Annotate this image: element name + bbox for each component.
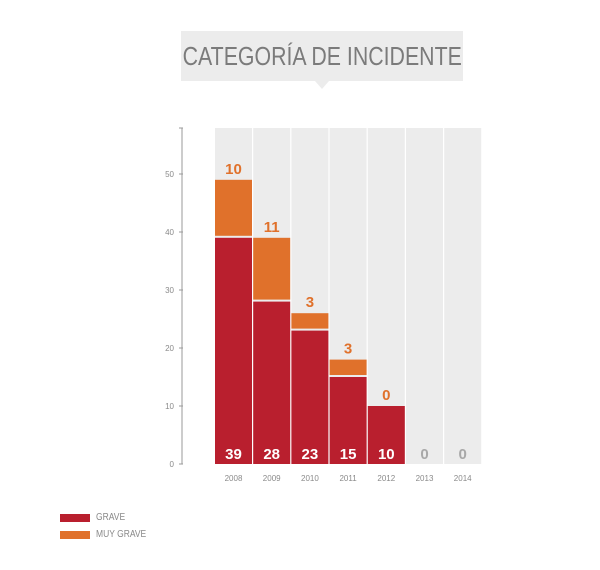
stacked-bar-chart: 0 10 20 30 40 50 39 10 2008 28 11 2009 23 3 2010 15 3 201… [165, 127, 482, 483]
bar-grave [291, 330, 329, 464]
y-tick-label: 50 [165, 170, 174, 179]
column-background [444, 128, 482, 464]
data-label-muy-grave: 0 [382, 387, 390, 404]
legend-swatch-muy-grave [60, 530, 90, 539]
x-tick-label: 2009 [263, 474, 281, 483]
y-tick-label: 40 [165, 228, 174, 237]
data-label-grave: 0 [420, 446, 428, 463]
chart-title: CATEGORÍA DE INCIDENTE [182, 40, 462, 71]
legend-item-grave: GRAVE [60, 510, 155, 525]
data-label-muy-grave: 11 [264, 219, 280, 236]
bar-muy-grave [291, 313, 329, 329]
bar-grave [253, 301, 291, 464]
data-label-grave: 10 [378, 446, 395, 463]
x-tick-label: 2010 [301, 474, 319, 483]
bar-muy-grave [329, 359, 367, 375]
y-tick-label: 20 [165, 344, 174, 353]
y-tick-label: 10 [165, 402, 174, 411]
x-tick-label: 2014 [454, 474, 472, 483]
bar-grave [367, 406, 405, 464]
bar-muy-grave [215, 179, 252, 236]
column-background [406, 128, 443, 464]
chart-title-box: CATEGORÍA DE INCIDENTE [181, 31, 463, 89]
legend-item-muy-grave: MUY GRAVE [60, 527, 155, 542]
data-label-grave: 28 [263, 446, 280, 463]
bar-grave [215, 237, 252, 464]
data-label-grave: 15 [340, 446, 357, 463]
y-tick-label: 30 [165, 286, 174, 295]
x-tick-label: 2011 [339, 474, 357, 483]
data-label-muy-grave: 3 [306, 294, 314, 311]
legend-label-muy-grave: MUY GRAVE [96, 529, 147, 540]
legend-swatch-grave [60, 513, 90, 522]
x-tick-label: 2013 [416, 474, 434, 483]
bar-grave [329, 377, 367, 464]
data-label-grave: 39 [225, 446, 242, 463]
bar-muy-grave [253, 237, 291, 300]
legend-label-grave: GRAVE [96, 512, 126, 523]
y-tick-label: 0 [170, 460, 175, 469]
x-tick-label: 2008 [225, 474, 243, 483]
legend: GRAVE MUY GRAVE [60, 510, 155, 544]
data-label-muy-grave: 3 [344, 341, 352, 358]
data-label-grave: 23 [302, 446, 319, 463]
x-tick-label: 2012 [377, 474, 395, 483]
data-label-muy-grave: 10 [225, 161, 242, 178]
data-label-grave: 0 [459, 446, 467, 463]
